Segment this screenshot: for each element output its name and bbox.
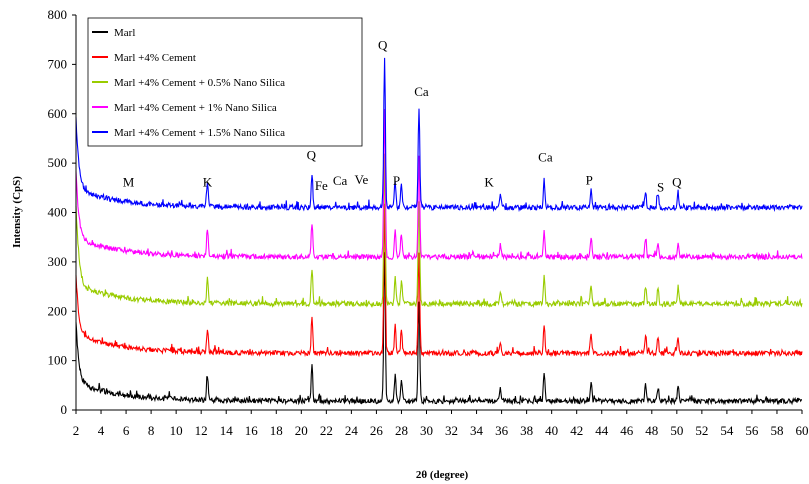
series-line-0: [75, 252, 803, 406]
y-tick-label: 400: [48, 205, 68, 220]
legend: Marl Marl +4% Cement Marl +4% Cement + 0.5…: [87, 17, 363, 147]
y-axis-title: Intensity (CpS): [11, 176, 23, 248]
peak-label: Ca: [538, 150, 553, 165]
legend-entry: Marl +4% Cement + 1.5% Nano Silica: [114, 127, 285, 139]
x-tick-label: 22: [320, 423, 333, 438]
x-tick-label: 8: [148, 423, 155, 438]
x-tick-label: 52: [695, 423, 708, 438]
series-line-1: [75, 203, 803, 358]
x-tick-label: 48: [645, 423, 658, 438]
x-tick-label: 46: [620, 423, 634, 438]
x-tick-label: 60: [796, 423, 809, 438]
y-tick-label: 300: [48, 254, 68, 269]
peak-label: P: [393, 173, 400, 188]
x-tick-label: 4: [98, 423, 105, 438]
x-tick-label: 18: [270, 423, 283, 438]
x-tick-label: 56: [745, 423, 759, 438]
x-tick-label: 42: [570, 423, 583, 438]
peak-label: Ca: [333, 173, 348, 188]
legend-entry: Marl: [114, 27, 135, 39]
peak-label: P: [586, 172, 593, 187]
x-tick-label: 12: [195, 423, 208, 438]
peak-label: K: [203, 174, 213, 189]
x-tick-label: 38: [520, 423, 533, 438]
x-tick-label: 14: [220, 423, 234, 438]
y-tick-label: 0: [61, 402, 68, 417]
y-tick-label: 800: [48, 7, 68, 22]
x-tick-label: 44: [595, 423, 609, 438]
series-line-4: [75, 57, 803, 213]
x-tick-label: 6: [123, 423, 130, 438]
peak-label: Q: [307, 148, 317, 163]
series-layer: [75, 57, 803, 406]
peak-label: Ve: [355, 172, 369, 187]
legend-box: [87, 17, 363, 147]
axes-layer: 2 4 6 8 10 12 14 16 18 20 22 24 26 28 30 32 34 36 38 40 42 44…: [48, 7, 809, 438]
x-tick-label: 10: [170, 423, 183, 438]
x-tick-label: 2: [73, 423, 80, 438]
peak-label: S: [657, 179, 664, 194]
x-tick-label: 34: [470, 423, 484, 438]
x-tick-label: 26: [370, 423, 384, 438]
peak-label: K: [484, 174, 494, 189]
legend-entry: Marl +4% Cement + 0.5% Nano Silica: [114, 77, 285, 89]
x-tick-label: 28: [395, 423, 408, 438]
series-line-3: [75, 108, 803, 262]
x-tick-label: 16: [245, 423, 259, 438]
x-tick-label: 32: [445, 423, 458, 438]
x-tick-label: 30: [420, 423, 433, 438]
y-tick-label: 500: [48, 155, 68, 170]
legend-entry: Marl +4% Cement + 1% Nano Silica: [114, 102, 277, 114]
x-tick-label: 58: [770, 423, 783, 438]
x-axis-title: 2θ (degree): [416, 469, 469, 481]
peak-label: Q: [672, 174, 682, 189]
series-line-2: [75, 153, 803, 309]
x-tick-label: 36: [495, 423, 509, 438]
peak-label: Ca: [414, 84, 429, 99]
y-tick-label: 100: [48, 353, 68, 368]
peak-label: M: [123, 174, 135, 189]
x-tick-label: 24: [345, 423, 359, 438]
legend-entry: Marl +4% Cement: [114, 52, 196, 64]
y-tick-label: 600: [48, 106, 68, 121]
x-tick-label: 20: [295, 423, 308, 438]
peak-label: Q: [378, 38, 388, 53]
y-tick-label: 700: [48, 56, 68, 71]
peak-label: Fe: [315, 178, 328, 193]
x-tick-label: 50: [670, 423, 683, 438]
x-tick-label: 54: [720, 423, 734, 438]
y-tick-label: 200: [48, 303, 68, 318]
x-tick-label: 40: [545, 423, 558, 438]
